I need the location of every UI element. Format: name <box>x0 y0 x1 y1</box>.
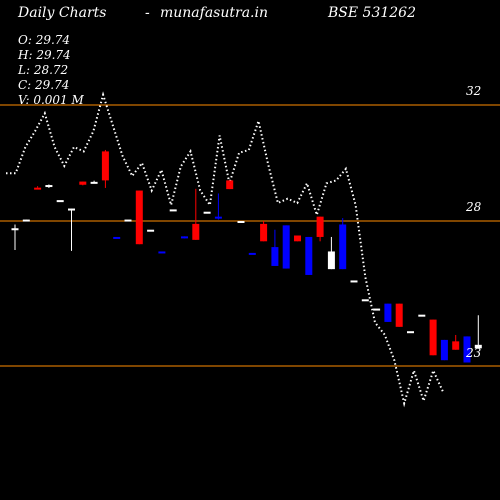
candle-body <box>135 190 143 245</box>
candle-body <box>474 344 482 349</box>
candle-body <box>79 181 87 185</box>
volume-value: V: 0.001 M <box>18 93 84 107</box>
price-label-28: 28 <box>466 200 482 214</box>
candle <box>135 190 143 245</box>
candle <box>226 180 234 190</box>
candle <box>339 218 347 270</box>
candle-body <box>22 219 30 222</box>
candle <box>192 188 200 240</box>
candle <box>158 251 166 254</box>
candle <box>294 235 301 242</box>
candle-body <box>440 339 448 361</box>
candle-body <box>101 151 109 181</box>
candle <box>68 208 75 251</box>
candle <box>11 224 19 250</box>
candle-body <box>463 336 471 363</box>
candle-body <box>429 319 437 356</box>
candle <box>203 211 211 214</box>
candle-body <box>452 341 460 350</box>
candle-body <box>395 303 403 327</box>
candle <box>282 225 290 269</box>
candle-body <box>350 280 358 283</box>
candle <box>395 303 403 327</box>
candle-body <box>34 187 42 190</box>
site-name: munafasutra.in <box>160 5 268 21</box>
candle <box>169 209 177 212</box>
open-value: O: 29.74 <box>18 33 71 47</box>
candle <box>113 236 121 239</box>
candle-body <box>294 235 301 242</box>
candle-body <box>203 211 211 214</box>
candle-body <box>271 247 279 266</box>
candle <box>316 216 324 242</box>
dotted-series-line <box>6 91 444 408</box>
candle <box>429 319 437 356</box>
candle <box>22 219 30 222</box>
candle-body <box>11 228 19 231</box>
candle-body <box>407 331 414 334</box>
candle <box>327 236 335 270</box>
candle-body <box>147 229 155 232</box>
candle-body <box>90 181 98 184</box>
candle-body <box>384 303 392 322</box>
candle-body <box>158 251 166 254</box>
candle-body <box>237 221 245 223</box>
candle <box>350 280 358 283</box>
candle-body <box>305 236 313 275</box>
candle-body <box>226 180 234 190</box>
candle-body <box>248 252 256 255</box>
high-value: H: 29.74 <box>18 48 71 62</box>
price-label-32: 32 <box>466 84 482 98</box>
candle <box>45 184 53 188</box>
candle-body <box>192 223 200 240</box>
chart-title: Daily Charts <box>18 5 107 21</box>
close-value: C: 29.74 <box>18 78 70 92</box>
candle <box>271 229 279 266</box>
candle <box>237 221 245 223</box>
candle-body <box>361 299 369 302</box>
candle <box>474 315 482 349</box>
header-dash: - <box>145 5 150 21</box>
candle <box>407 331 414 334</box>
candle <box>101 149 109 188</box>
candle-body <box>316 216 324 237</box>
candle-body <box>327 251 335 270</box>
candle <box>90 180 98 184</box>
candle-body <box>214 216 222 219</box>
candle-body <box>260 223 268 242</box>
low-value: L: 28.72 <box>18 63 69 77</box>
candle <box>418 314 426 317</box>
candle <box>181 236 188 239</box>
candle <box>214 193 222 220</box>
candle <box>305 236 313 275</box>
candle <box>34 186 42 190</box>
candle <box>373 308 381 311</box>
candle <box>147 229 155 232</box>
candle-body <box>56 200 64 203</box>
candle-body <box>418 314 426 317</box>
price-label-23: 23 <box>466 346 482 360</box>
candle-body <box>282 225 290 269</box>
candle <box>56 200 64 203</box>
candle <box>79 181 87 186</box>
candle-body <box>181 236 188 239</box>
candle-body <box>373 308 381 311</box>
candle-body <box>339 224 347 270</box>
candle <box>124 219 132 222</box>
candle-body <box>45 185 53 188</box>
candle <box>463 336 471 363</box>
candle-body <box>113 236 121 239</box>
candle <box>384 303 392 322</box>
symbol-label: BSE 531262 <box>328 5 416 21</box>
candle <box>248 252 256 255</box>
candle <box>361 299 369 302</box>
candle-body <box>124 219 132 222</box>
candle <box>452 334 460 350</box>
candle <box>260 221 268 242</box>
candle-body <box>68 208 75 211</box>
candle-body <box>169 209 177 212</box>
candle <box>440 339 448 361</box>
